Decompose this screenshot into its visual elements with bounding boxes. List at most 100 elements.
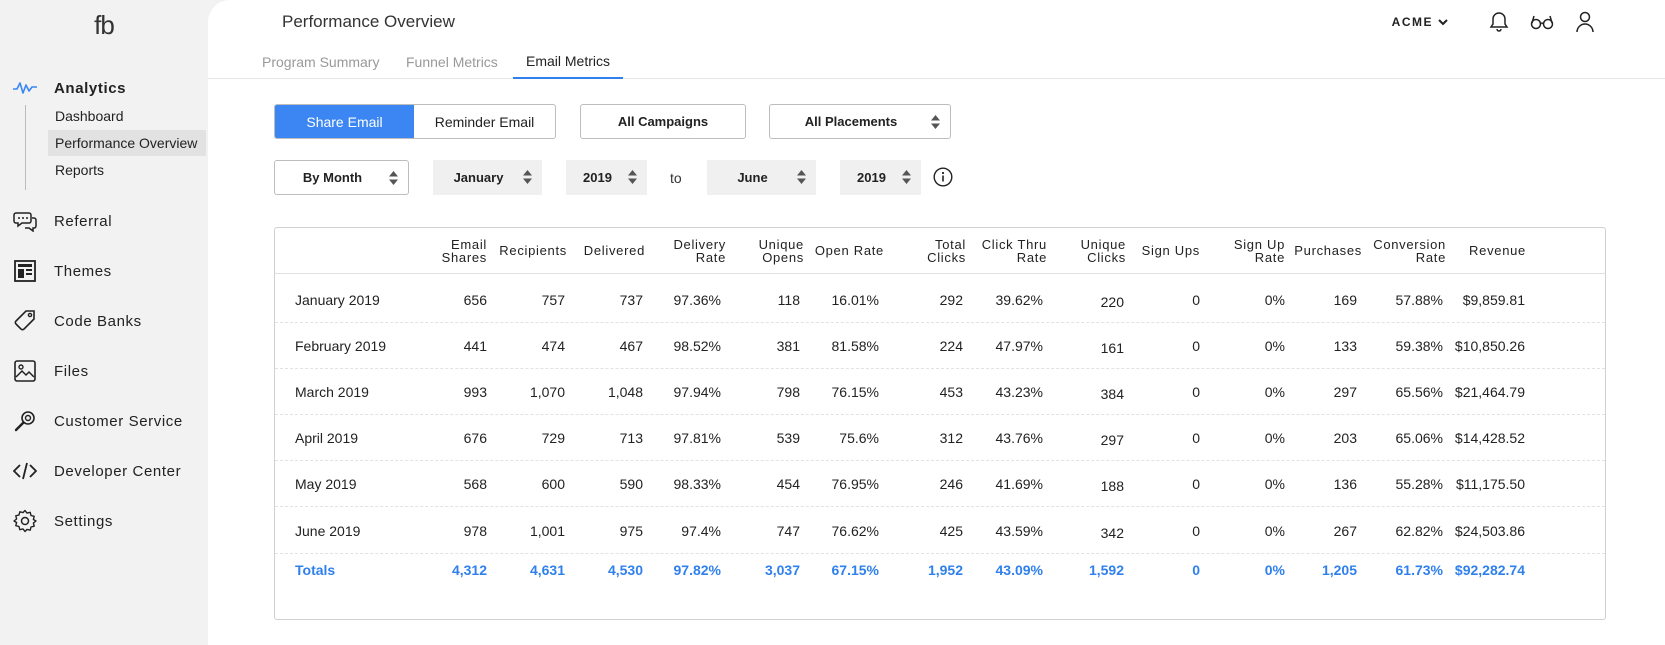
- table-cell: 747: [776, 523, 800, 539]
- table-cell: 381: [776, 338, 800, 354]
- table-cell: 975: [619, 523, 643, 539]
- nav-referral[interactable]: Referral: [12, 207, 112, 235]
- table-cell: 993: [463, 384, 487, 400]
- column-header-text: Sign Up: [1233, 237, 1285, 252]
- column-header-text: Rate: [695, 249, 726, 265]
- nav-code-banks-label: Code Banks: [54, 312, 142, 330]
- tab-program-summary[interactable]: Program Summary: [262, 54, 380, 70]
- nav-settings[interactable]: Settings: [12, 507, 113, 535]
- share-email-button[interactable]: Share Email: [275, 105, 414, 138]
- email-type-toggle: Share Email Reminder Email: [274, 104, 556, 139]
- table-cell: 729: [541, 430, 565, 446]
- account-switcher[interactable]: ACME: [1392, 15, 1448, 29]
- totals-cell: $92,282.74: [1454, 562, 1525, 578]
- column-header-unique-clicks[interactable]: Unique Clicks: [1080, 237, 1126, 264]
- table-cell: 713: [619, 430, 643, 446]
- subnav-performance-overview[interactable]: Performance Overview: [48, 130, 206, 156]
- from-year-select[interactable]: 2019: [566, 160, 647, 195]
- table-row: June 2019 978 1,001 975 97.4% 747 76.62% 425 43.…: [275, 505, 1605, 554]
- column-header-email-shares[interactable]: Email Shares: [441, 238, 487, 265]
- table-cell: 0%: [1264, 476, 1285, 492]
- column-header-text: Shares: [441, 249, 487, 265]
- subnav-reports[interactable]: Reports: [55, 162, 105, 178]
- table-cell: 97.94%: [673, 384, 721, 400]
- user-icon[interactable]: [1573, 8, 1597, 36]
- nav-files[interactable]: Files: [12, 357, 89, 385]
- totals-cell: 3,037: [764, 562, 800, 578]
- table-cell: 98.33%: [673, 476, 721, 492]
- table-cell: 0%: [1264, 430, 1285, 446]
- column-header-delivered[interactable]: Delivered: [584, 244, 645, 258]
- table-cell: $24,503.86: [1454, 523, 1525, 539]
- gear-icon: [12, 508, 38, 534]
- row-label: March 2019: [295, 384, 369, 400]
- image-icon: [12, 358, 38, 384]
- table-cell: 62.82%: [1395, 523, 1443, 539]
- table-cell: 1,070: [529, 384, 565, 400]
- tab-bar: Program Summary Funnel Metrics Email Met…: [208, 48, 1665, 79]
- info-icon[interactable]: [933, 167, 953, 187]
- table-cell: $11,175.50: [1455, 476, 1525, 492]
- table-cell: 39.62%: [995, 292, 1043, 308]
- table-cell: 0: [1192, 476, 1200, 492]
- totals-cell: 43.09%: [995, 562, 1043, 578]
- tab-funnel-metrics[interactable]: Funnel Metrics: [406, 54, 498, 70]
- nav-code-banks[interactable]: Code Banks: [12, 307, 142, 335]
- period-select[interactable]: By Month: [274, 160, 409, 195]
- table-cell: 1,048: [607, 384, 643, 400]
- column-header-unique-opens[interactable]: Unique Opens: [759, 238, 804, 264]
- column-header-recipients[interactable]: Recipients: [499, 244, 567, 258]
- table-cell: 246: [939, 476, 963, 492]
- placements-select[interactable]: All Placements: [769, 104, 951, 139]
- table-cell: 65.06%: [1395, 430, 1443, 446]
- tag-icon: [12, 308, 38, 334]
- to-year-select[interactable]: 2019: [840, 160, 921, 195]
- pulse-icon: [12, 75, 38, 101]
- table-cell: 267: [1333, 523, 1357, 539]
- nav-developer-center[interactable]: Developer Center: [12, 457, 181, 485]
- page-title: Performance Overview: [282, 12, 455, 31]
- column-header-sign-ups[interactable]: Sign Ups: [1142, 244, 1200, 258]
- glasses-icon[interactable]: [1530, 8, 1554, 36]
- totals-cell: 0%: [1264, 562, 1285, 578]
- email-metrics-table: Email Shares Recipients Delivered Delivery Ra…: [274, 227, 1606, 620]
- table-cell: 978: [463, 523, 487, 539]
- sort-arrows-icon: [389, 171, 398, 185]
- sort-arrows-icon: [628, 170, 637, 184]
- column-header-conversion-rate[interactable]: Conversion Rate: [1373, 238, 1446, 264]
- table-cell: 297: [1333, 384, 1357, 400]
- table-cell: 169: [1333, 292, 1357, 308]
- subnav-dashboard[interactable]: Dashboard: [55, 108, 124, 124]
- column-header-text: Rate: [1254, 249, 1285, 265]
- table-cell: 118: [777, 292, 800, 308]
- column-header-revenue[interactable]: Revenue: [1469, 243, 1526, 258]
- nav-customer-service[interactable]: Customer Service: [12, 407, 183, 435]
- column-header-click-thru-rate[interactable]: Click Thru Rate: [982, 238, 1047, 264]
- table-cell: 737: [619, 292, 643, 308]
- reminder-email-button[interactable]: Reminder Email: [434, 113, 535, 130]
- all-campaigns-button[interactable]: All Campaigns: [580, 104, 746, 139]
- nav-analytics[interactable]: Analytics: [12, 74, 126, 102]
- row-label: February 2019: [295, 338, 387, 354]
- to-month-select[interactable]: June: [707, 160, 816, 195]
- table-row: March 2019 993 1,070 1,048 97.94% 798 76.15% 45…: [275, 366, 1605, 415]
- column-header-open-rate[interactable]: Open Rate: [815, 244, 884, 258]
- column-header-total-clicks[interactable]: Total Clicks: [927, 238, 966, 264]
- column-header-delivery-rate[interactable]: Delivery Rate: [673, 238, 726, 265]
- nav-themes[interactable]: Themes: [12, 257, 112, 285]
- logo: fb: [94, 10, 115, 40]
- table-cell: 312: [939, 430, 963, 446]
- column-header-purchases[interactable]: Purchases: [1294, 244, 1362, 258]
- table-cell: 0%: [1264, 523, 1285, 539]
- tab-email-metrics[interactable]: Email Metrics: [513, 53, 624, 79]
- column-header-text: Unique: [1080, 237, 1126, 252]
- sort-arrows-icon: [902, 170, 911, 184]
- table-cell: 59.38%: [1395, 338, 1443, 354]
- column-header-text: Revenue: [1469, 243, 1526, 258]
- table-cell: $14,428.52: [1454, 430, 1525, 446]
- column-header-sign-up-rate[interactable]: Sign Up Rate: [1233, 237, 1285, 265]
- from-month-select[interactable]: January: [433, 160, 542, 195]
- bell-icon[interactable]: [1487, 8, 1511, 36]
- table-cell: 474: [541, 338, 565, 354]
- table-cell: 798: [776, 384, 800, 400]
